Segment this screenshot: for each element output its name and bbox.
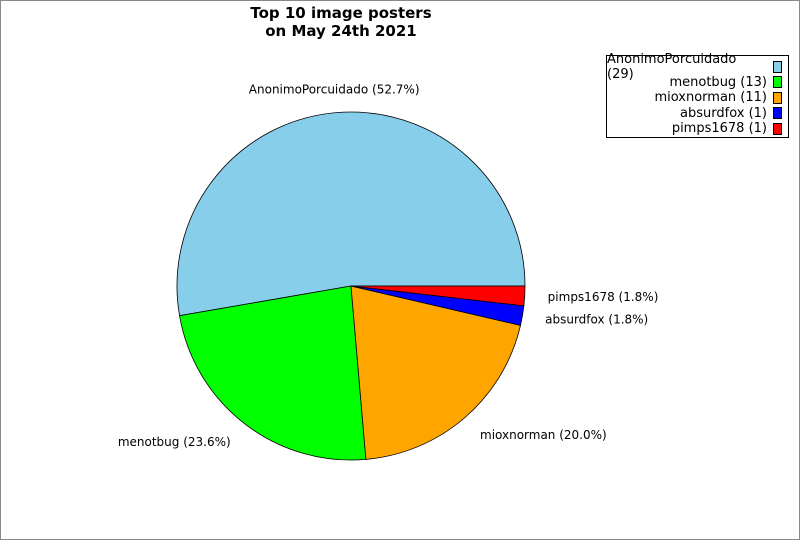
slice-label-mioxnorman: mioxnorman (20.0%) (480, 428, 607, 442)
legend-item-mioxnorman: mioxnorman (11) (607, 90, 782, 106)
legend: AnonimoPorcuidado (29) menotbug (13) mioxn… (606, 52, 789, 138)
chart-title: Top 10 image posters on May 24th 2021 (1, 4, 681, 40)
legend-label: mioxnorman (11) (654, 90, 767, 106)
legend-label: absurdfox (1) (680, 105, 767, 121)
pie-slice-pimps1678 (350, 285, 526, 307)
slice-label-pimps1678: pimps1678 (1.8%) (548, 290, 659, 304)
legend-label: AnonimoPorcuidado (29) (607, 51, 737, 82)
slice-label-absurdfox: absurdfox (1.8%) (545, 313, 648, 327)
pie-slice-menotbug (179, 285, 367, 461)
pie-slice-mioxnorman (350, 285, 521, 460)
slice-label-menotbug: menotbug (23.6%) (118, 435, 231, 449)
slice-label-AnonimoPorcuidado: AnonimoPorcuidado (52.7%) (249, 83, 420, 97)
legend-swatch (773, 60, 782, 73)
legend-label: pimps1678 (1) (671, 121, 767, 137)
legend-label: menotbug (13) (669, 74, 767, 90)
legend-item-menotbug: menotbug (13) (607, 75, 782, 91)
pie-slice-AnonimoPorcuidado (176, 111, 526, 317)
chart-title-line-1: Top 10 image posters (250, 4, 432, 22)
chart-title-line-2: on May 24th 2021 (265, 22, 417, 40)
legend-item-pimps1678: pimps1678 (1) (607, 121, 782, 137)
legend-swatch (773, 107, 782, 120)
legend-swatch (773, 122, 782, 135)
legend-item-absurdfox: absurdfox (1) (607, 106, 782, 122)
legend-swatch (773, 91, 782, 104)
legend-item-AnonimoPorcuidado: AnonimoPorcuidado (29) (607, 52, 782, 82)
legend-swatch (773, 76, 782, 89)
